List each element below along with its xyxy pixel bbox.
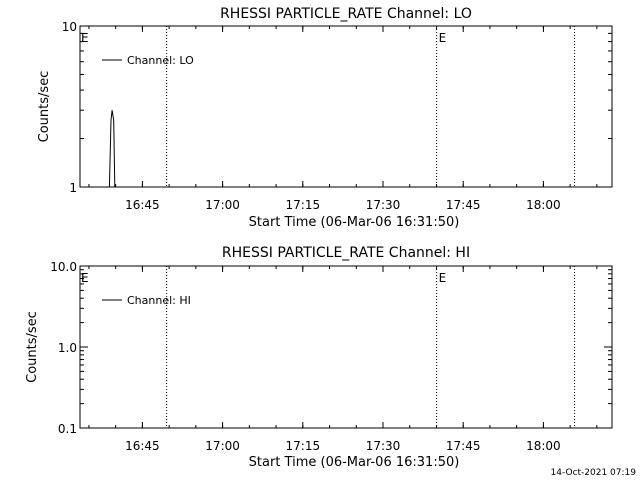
start-event-marker: E (81, 31, 89, 45)
y-tick-label: 1 (69, 181, 77, 195)
y-tick-label: 10.0 (50, 260, 77, 274)
y-tick-label: 0.1 (58, 422, 77, 436)
footer-timestamp: 14-Oct-2021 07:19 (551, 468, 637, 478)
panel-hi-channel: RHESSI PARTICLE_RATE Channel: HI 16:45 17:… (25, 245, 613, 470)
y-tick-label: 1.0 (58, 341, 77, 355)
y-axis-label: Counts/sec (25, 311, 40, 383)
event-marker-label: E (439, 271, 447, 285)
x-tick-label: 17:15 (286, 439, 321, 453)
legend-label: Channel: HI (127, 294, 191, 307)
x-tick-label: 17:15 (286, 198, 321, 212)
event-marker-label: E (439, 31, 447, 45)
legend-label: Channel: LO (127, 54, 194, 67)
series-line-channel-lo (108, 110, 116, 187)
start-event-marker: E (81, 271, 89, 285)
x-tick-label: 17:30 (366, 439, 401, 453)
x-tick-label: 16:45 (125, 198, 160, 212)
x-tick-label: 17:45 (446, 198, 481, 212)
x-tick-label: 17:00 (205, 198, 240, 212)
plot-frame (79, 265, 613, 429)
x-tick-label: 17:30 (366, 198, 401, 212)
y-tick-label: 10 (62, 20, 77, 34)
x-axis-label: Start Time (06-Mar-06 16:31:50) (249, 215, 460, 230)
panel-lo-channel: RHESSI PARTICLE_RATE Channel: LO 16:45 17:… (37, 6, 613, 230)
x-tick-label: 17:45 (446, 439, 481, 453)
chart-title: RHESSI PARTICLE_RATE Channel: LO (220, 6, 472, 22)
x-tick-label: 18:00 (526, 198, 561, 212)
x-axis-label: Start Time (06-Mar-06 16:31:50) (249, 455, 460, 470)
plot-frame (79, 25, 613, 188)
x-tick-label: 18:00 (526, 439, 561, 453)
x-tick-label: 16:45 (125, 439, 160, 453)
x-tick-label: 17:00 (205, 439, 240, 453)
chart-title: RHESSI PARTICLE_RATE Channel: HI (222, 245, 470, 261)
y-axis-label: Counts/sec (37, 71, 52, 143)
